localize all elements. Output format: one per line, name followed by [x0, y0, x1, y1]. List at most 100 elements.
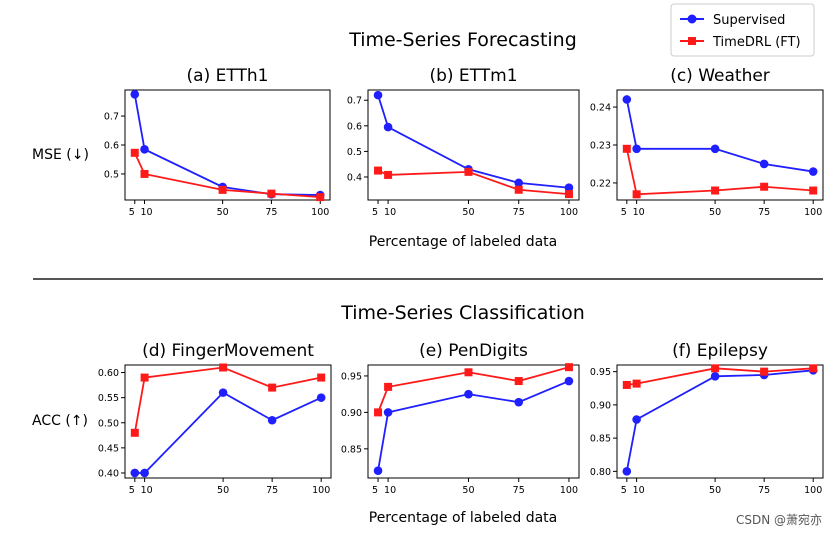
legend: Supervised TimeDRL (FT)	[670, 3, 815, 57]
y-tick-label: 0.7	[347, 96, 362, 107]
data-point-timedrl	[140, 169, 149, 178]
data-point-timedrl	[632, 379, 641, 388]
x-tick-label: 75	[265, 207, 277, 218]
y-tick-label: 0.24	[590, 103, 611, 114]
data-point-supervised	[140, 468, 149, 478]
y-tick-label: 0.85	[341, 444, 362, 455]
x-tick-label: 75	[266, 485, 278, 496]
y-tick-label: 0.6	[104, 141, 119, 152]
legend-marker-supervised	[687, 14, 697, 24]
x-tick-label: 10	[141, 485, 153, 496]
x-tick-label: 100	[311, 207, 329, 218]
ylabel-acc: ACC (↑)	[32, 413, 88, 429]
x-tick-label: 5	[372, 485, 378, 496]
data-point-supervised	[383, 408, 393, 417]
x-tick-label: 10	[633, 207, 645, 218]
data-point-supervised	[218, 388, 228, 397]
data-point-timedrl	[219, 363, 228, 372]
x-tick-label: 75	[513, 207, 525, 218]
data-point-supervised	[464, 389, 473, 399]
data-point-timedrl	[711, 186, 720, 195]
y-tick-label: 0.80	[590, 467, 611, 478]
panel-1: (a) ETTh1 5 10 50 75 100 0.5 0.6 0.7	[104, 66, 331, 218]
data-point-timedrl	[622, 380, 631, 389]
series-line-supervised	[377, 380, 570, 471]
y-tick-label: 0.40	[98, 468, 119, 479]
y-tick-label: 0.23	[590, 141, 611, 152]
y-tick-label: 0.90	[590, 400, 611, 411]
series-line-supervised	[134, 391, 322, 474]
x-tick-label: 100	[312, 485, 330, 496]
data-point-supervised	[622, 95, 632, 104]
panel-title: (a) ETTh1	[187, 66, 269, 86]
y-tick-label: 0.95	[590, 367, 611, 378]
x-tick-label: 75	[758, 485, 770, 496]
x-tick-label: 100	[804, 207, 822, 218]
data-point-timedrl	[711, 364, 720, 373]
data-point-timedrl	[140, 373, 149, 382]
series-line-timedrl-ft	[133, 152, 321, 199]
y-tick-label: 0.4	[347, 172, 362, 183]
x-tick-label: 50	[462, 207, 474, 218]
panel-title: (b) ETTm1	[429, 66, 517, 86]
y-tick-label: 0.55	[98, 393, 119, 404]
x-tick-label: 5	[372, 207, 378, 218]
data-point-timedrl	[464, 368, 473, 377]
x-tick-label: 50	[709, 207, 721, 218]
panel-title: (f) Epilepsy	[672, 341, 768, 361]
data-point-timedrl	[564, 363, 573, 372]
series-line-timedrl-ft	[377, 366, 570, 413]
series-line-timedrl-ft	[377, 169, 570, 196]
watermark: CSDN @萧宛亦	[736, 512, 822, 527]
data-point-timedrl	[622, 144, 631, 153]
y-tick-label: 0.7	[104, 112, 119, 123]
data-point-timedrl	[268, 383, 277, 392]
data-point-supervised	[759, 159, 769, 169]
x-tick-label: 100	[560, 485, 578, 496]
y-tick-label: 0.60	[98, 368, 119, 379]
data-point-timedrl	[564, 190, 573, 199]
x-tick-label: 10	[384, 485, 396, 496]
panel-5: (e) PenDigits 5 10 50 75 100 0.85 0.90 0.95	[341, 341, 580, 496]
data-point-supervised	[622, 467, 632, 476]
panel-frame	[616, 364, 824, 479]
data-point-timedrl	[514, 185, 523, 194]
data-point-supervised	[130, 468, 140, 478]
panel-frame	[367, 364, 580, 479]
x-tick-label: 50	[709, 485, 721, 496]
data-point-supervised	[373, 466, 383, 476]
xlabel-classification: Percentage of labeled data	[369, 510, 558, 526]
legend-label-supervised: Supervised	[713, 13, 785, 28]
panel-2: (b) ETTm1 5 10 50 75 100 0.4 0.5 0.6 0.7	[347, 66, 580, 218]
data-point-supervised	[316, 393, 326, 402]
data-point-timedrl	[514, 377, 523, 386]
data-point-timedrl	[760, 367, 769, 376]
section-title-classification: Time-Series Classification	[340, 302, 585, 324]
panel-6: (f) Epilepsy 5 10 50 75 100 0.80 0.85 0.90 0.95	[590, 341, 824, 496]
ylabel-mse: MSE (↓)	[32, 147, 89, 163]
panel-frame	[124, 89, 331, 201]
x-tick-label: 10	[633, 485, 645, 496]
data-point-supervised	[808, 167, 818, 176]
data-point-supervised	[140, 145, 149, 154]
data-point-timedrl	[384, 382, 393, 391]
panel-title: (e) PenDigits	[419, 341, 528, 361]
series-line-supervised	[625, 99, 814, 173]
data-point-timedrl	[267, 189, 276, 198]
y-tick-label: 0.90	[341, 408, 362, 419]
panel-4: (d) FingerMovement 5 10 50 75 100 0.40 0.45 0.50…	[98, 341, 332, 496]
data-point-supervised	[267, 415, 277, 425]
data-point-timedrl	[809, 364, 818, 373]
y-tick-label: 0.85	[590, 434, 611, 445]
x-tick-label: 10	[384, 207, 396, 218]
y-tick-label: 0.22	[590, 178, 611, 189]
data-point-timedrl	[218, 185, 227, 194]
series-line-timedrl-ft	[133, 366, 322, 433]
x-tick-label: 100	[560, 207, 578, 218]
x-tick-label: 10	[140, 207, 152, 218]
data-point-supervised	[383, 122, 393, 132]
data-point-timedrl	[760, 182, 769, 191]
data-point-supervised	[632, 415, 641, 424]
x-tick-label: 50	[217, 485, 229, 496]
legend-frame	[670, 3, 815, 57]
